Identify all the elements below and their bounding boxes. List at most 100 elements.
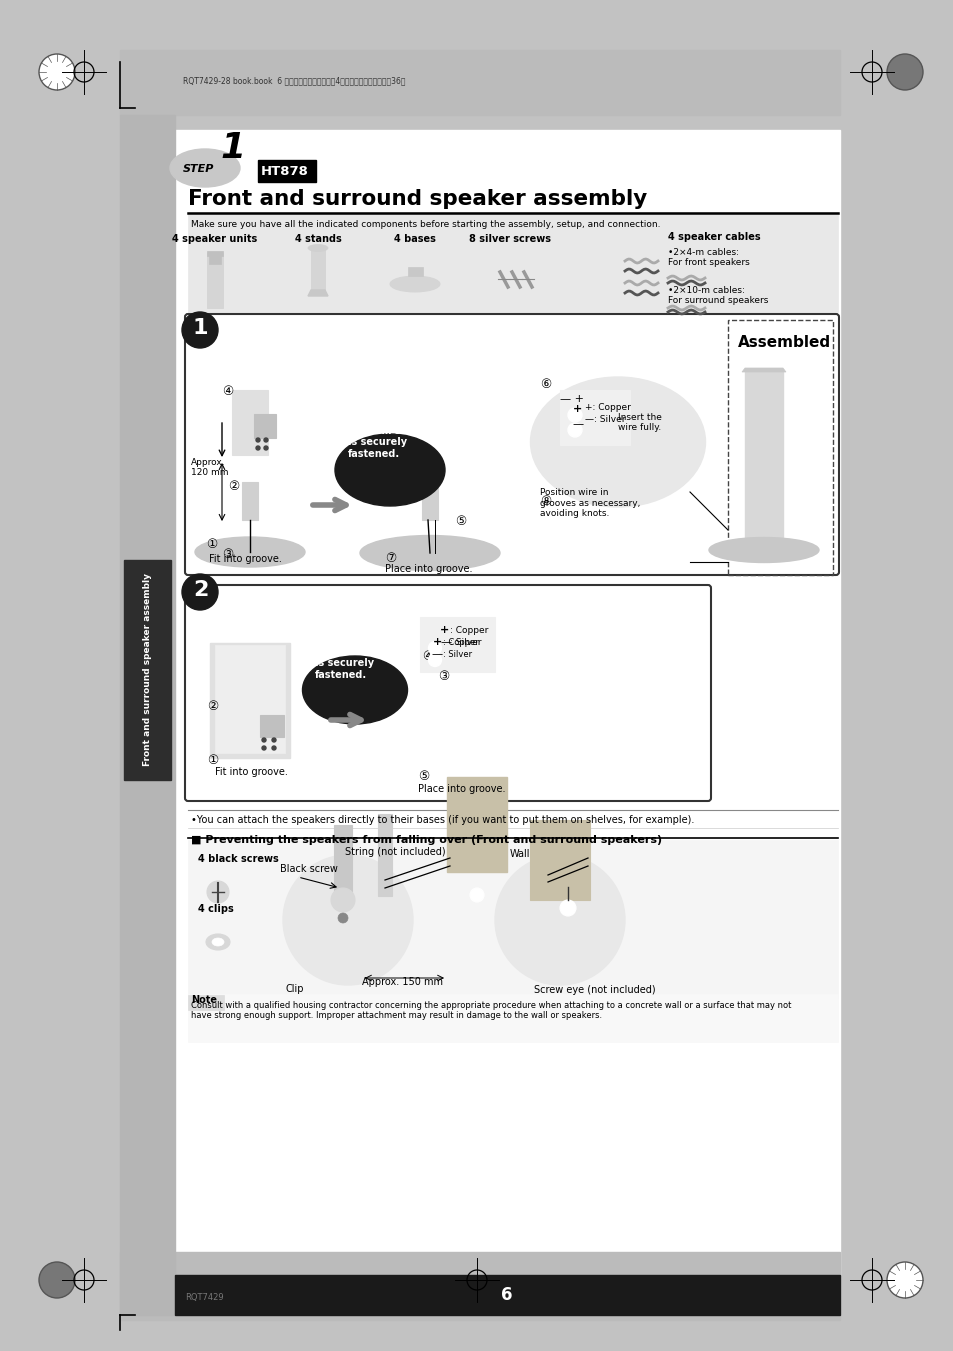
Text: Consult with a qualified housing contractor concerning the appropriate procedure: Consult with a qualified housing contrac… xyxy=(191,1001,791,1020)
Circle shape xyxy=(207,881,229,902)
Bar xyxy=(210,643,290,758)
Ellipse shape xyxy=(359,535,499,570)
Text: ⑦: ⑦ xyxy=(385,553,395,565)
Bar xyxy=(311,249,325,290)
Text: +: + xyxy=(573,404,581,413)
Circle shape xyxy=(264,446,268,450)
Circle shape xyxy=(182,574,218,611)
Text: ②: ② xyxy=(228,480,239,493)
Circle shape xyxy=(495,855,624,985)
Text: +: + xyxy=(433,638,442,647)
Bar xyxy=(253,413,275,438)
Text: 4 speaker units: 4 speaker units xyxy=(172,234,257,245)
Circle shape xyxy=(331,888,355,912)
Bar xyxy=(188,212,837,312)
Text: Approx.
120 mm: Approx. 120 mm xyxy=(191,458,229,477)
Ellipse shape xyxy=(302,657,407,724)
Text: Front and surround speaker assembly: Front and surround speaker assembly xyxy=(188,189,646,209)
Circle shape xyxy=(255,446,260,450)
Bar xyxy=(744,370,782,544)
Circle shape xyxy=(262,738,266,742)
Ellipse shape xyxy=(308,245,328,251)
Bar xyxy=(377,815,392,896)
Ellipse shape xyxy=(335,434,444,507)
Text: 4 black screws: 4 black screws xyxy=(198,854,278,865)
Circle shape xyxy=(262,746,266,750)
Bar xyxy=(174,1275,840,1315)
Text: Position wire in
grooves as necessary,
avoiding knots.: Position wire in grooves as necessary, a… xyxy=(539,488,639,517)
Bar xyxy=(421,480,437,520)
Ellipse shape xyxy=(170,149,240,186)
Text: Assembled: Assembled xyxy=(738,335,830,350)
Bar xyxy=(419,617,495,671)
Text: Front and surround speaker assembly: Front and surround speaker assembly xyxy=(143,574,152,766)
Text: —: — xyxy=(431,648,441,659)
Text: •2×10-m cables:: •2×10-m cables: xyxy=(667,286,744,295)
Text: Screw eye (not included): Screw eye (not included) xyxy=(534,985,655,994)
Bar xyxy=(408,267,422,276)
Text: 4 stands: 4 stands xyxy=(294,234,341,245)
Circle shape xyxy=(567,408,581,422)
Bar xyxy=(334,825,352,900)
Text: —: — xyxy=(572,419,582,430)
Text: ⑥: ⑥ xyxy=(539,378,551,390)
Text: : Copper: : Copper xyxy=(450,626,488,635)
Text: HT878: HT878 xyxy=(261,165,309,178)
Circle shape xyxy=(337,913,348,923)
Text: Approx. 150 mm: Approx. 150 mm xyxy=(361,977,442,988)
Polygon shape xyxy=(308,290,328,296)
Text: RQT7429: RQT7429 xyxy=(185,1293,223,1302)
Bar xyxy=(188,840,837,998)
Text: Black screw: Black screw xyxy=(280,865,337,874)
Circle shape xyxy=(272,746,275,750)
Bar xyxy=(124,561,171,780)
Bar xyxy=(559,390,629,444)
Text: ③: ③ xyxy=(222,549,233,561)
Text: —: — xyxy=(439,638,451,647)
Ellipse shape xyxy=(206,934,230,950)
Circle shape xyxy=(272,738,275,742)
Text: Insert the
wire fully.: Insert the wire fully. xyxy=(618,412,661,432)
Text: 4 bases: 4 bases xyxy=(394,234,436,245)
Text: Fit into groove.: Fit into groove. xyxy=(209,554,281,563)
Bar xyxy=(530,820,589,900)
Text: Clip: Clip xyxy=(286,984,304,994)
Circle shape xyxy=(182,312,218,349)
Bar xyxy=(257,159,315,182)
Text: Confirm screw
is securely
fastened.: Confirm screw is securely fastened. xyxy=(314,647,394,680)
Ellipse shape xyxy=(194,536,305,567)
Bar xyxy=(232,390,268,455)
Text: ⑧: ⑧ xyxy=(539,494,551,508)
Circle shape xyxy=(264,438,268,442)
Text: ①: ① xyxy=(207,754,218,767)
Polygon shape xyxy=(741,367,785,372)
Bar xyxy=(207,251,223,255)
Text: STEP: STEP xyxy=(183,163,214,174)
Text: 4 clips: 4 clips xyxy=(198,904,233,915)
Text: : Copper: : Copper xyxy=(442,638,478,647)
Text: ①: ① xyxy=(206,538,217,551)
Bar xyxy=(120,50,840,115)
Text: Confirm screw
is securely
fastened.: Confirm screw is securely fastened. xyxy=(348,426,426,459)
Circle shape xyxy=(255,438,260,442)
Bar xyxy=(214,644,285,753)
Bar xyxy=(207,253,223,308)
Circle shape xyxy=(428,654,441,666)
Bar xyxy=(120,1252,840,1320)
Circle shape xyxy=(39,1262,75,1298)
Text: — +: — + xyxy=(559,394,583,404)
Text: •2×4-m cables:: •2×4-m cables: xyxy=(667,249,739,257)
Text: ④: ④ xyxy=(222,385,233,399)
Circle shape xyxy=(886,54,923,91)
Bar xyxy=(120,115,174,1315)
Text: ④: ④ xyxy=(421,650,433,663)
Bar xyxy=(447,777,506,871)
Text: : Silver: : Silver xyxy=(442,650,472,659)
Bar xyxy=(209,255,221,263)
Text: Wall: Wall xyxy=(510,848,530,859)
Bar xyxy=(188,994,224,1011)
Ellipse shape xyxy=(708,538,818,562)
Text: String (not included): String (not included) xyxy=(345,847,445,857)
Text: ⑤: ⑤ xyxy=(455,515,466,528)
Circle shape xyxy=(567,423,581,436)
